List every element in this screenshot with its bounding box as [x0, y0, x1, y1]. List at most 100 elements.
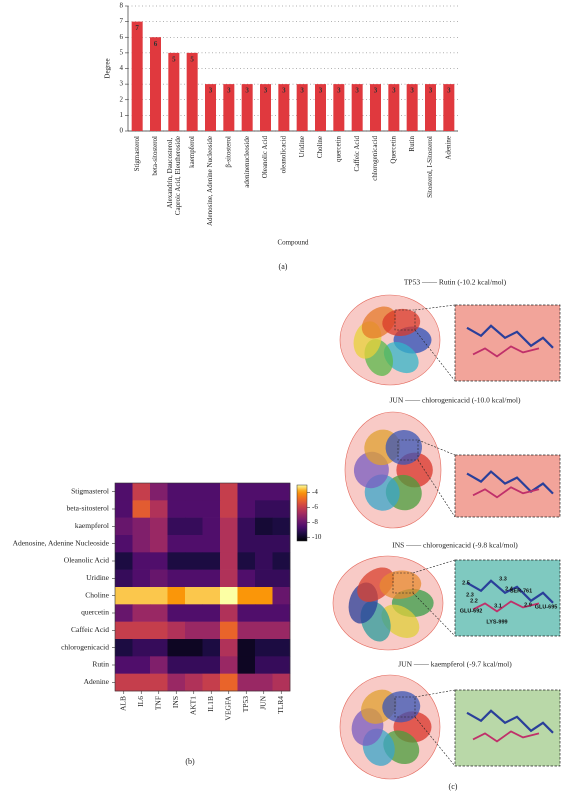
- residue-label: 2.3: [466, 592, 474, 598]
- heat-cell: [220, 621, 238, 640]
- value-label: 3: [429, 87, 433, 95]
- value-label: 3: [392, 87, 396, 95]
- heat-cell: [220, 656, 238, 674]
- bar: [223, 84, 235, 131]
- heat-cell: [167, 535, 186, 553]
- x-tick-label: adeninenucleoside: [243, 136, 251, 188]
- residue-label: 2.9: [524, 602, 532, 608]
- heat-cell: [115, 517, 133, 536]
- docking-title: JUN —— chlorogenicacid (-10.0 kcal/mol): [389, 396, 521, 405]
- residue-label: 2.5: [462, 580, 470, 586]
- heat-cell: [150, 656, 168, 674]
- heat-cell: [132, 621, 151, 640]
- heat-cell: [185, 552, 203, 570]
- bar: [131, 21, 143, 131]
- heat-cell: [255, 656, 273, 674]
- heat-cell: [272, 552, 291, 570]
- x-tick-label: IL1B: [206, 696, 215, 712]
- protein-domain: [381, 604, 420, 638]
- heat-cell: [272, 604, 291, 622]
- value-label: 5: [190, 55, 194, 63]
- heat-cell: [202, 639, 221, 657]
- heat-cell: [255, 621, 273, 640]
- heat-cell: [255, 535, 273, 553]
- heat-cell: [115, 552, 133, 570]
- heat-cell: [132, 552, 151, 570]
- heat-cell: [220, 639, 238, 657]
- heat-cell: [150, 500, 168, 518]
- heat-cell: [255, 604, 273, 622]
- y-tick-label: Uridine: [86, 573, 110, 582]
- zoom-box: [454, 559, 561, 637]
- x-tick-label: quercetin: [334, 136, 342, 163]
- bar: [333, 84, 345, 131]
- y-tick-label: 1: [120, 111, 124, 119]
- heat-cell: [220, 483, 238, 501]
- bar: [425, 84, 436, 131]
- y-tick-label: Stigmasterol: [71, 486, 109, 495]
- heat-cell: [185, 517, 203, 536]
- heat-cell: [167, 569, 186, 588]
- heat-cell: [237, 656, 256, 674]
- zoom-line: [417, 439, 456, 456]
- heat-cell: [220, 587, 238, 605]
- zoom-line: [417, 459, 456, 518]
- heat-cell: [185, 587, 203, 605]
- heat-cell: [185, 656, 203, 674]
- x-tick-label: Quercetin: [389, 136, 397, 164]
- focus-box: [394, 696, 416, 718]
- x-tick-label: β-sitosterol: [224, 136, 232, 168]
- x-axis-label: Compound: [277, 239, 309, 247]
- heat-cell: [150, 552, 168, 570]
- heat-cell: [202, 604, 221, 622]
- bar: [241, 84, 253, 131]
- heat-cell: [272, 621, 291, 640]
- heat-cell: [115, 639, 133, 657]
- heat-cell: [272, 569, 291, 588]
- x-tick-label: ALB: [118, 696, 127, 711]
- heat-cell: [150, 673, 168, 692]
- ligand: [472, 345, 540, 358]
- colorbar: [296, 484, 308, 542]
- protein-domain: [379, 570, 422, 599]
- heat-cell: [202, 535, 221, 553]
- residue-label: 3.3: [499, 576, 507, 582]
- y-tick-label: Choline: [85, 590, 109, 599]
- bar: [186, 52, 198, 131]
- heat-cell: [202, 656, 221, 674]
- heat-cell: [167, 673, 186, 692]
- heat-cell: [115, 587, 133, 605]
- zoom-box: [454, 304, 561, 382]
- value-label: 6: [154, 40, 158, 48]
- heat-cell: [202, 587, 221, 605]
- heat-cell: [255, 673, 273, 692]
- y-tick-label: 8: [120, 2, 124, 10]
- heat-cell: [255, 483, 273, 501]
- heat-cell: [255, 552, 273, 570]
- heat-cell: [202, 569, 221, 588]
- heat-cell: [132, 517, 151, 536]
- x-tick-label: Adenosine, Adenine Nucleoside: [206, 136, 214, 226]
- heat-cell: [132, 569, 151, 588]
- x-tick-label: TP53: [241, 696, 250, 713]
- focus-box: [394, 309, 416, 331]
- heat-cell: [150, 569, 168, 588]
- heat-cell: [115, 656, 133, 674]
- bar: [296, 84, 308, 131]
- x-tick-label: TLR4: [276, 696, 285, 714]
- heat-cell: [150, 639, 168, 657]
- heat-cell: [115, 535, 133, 553]
- heat-cell: [255, 639, 273, 657]
- heat-cell: [167, 500, 186, 518]
- heat-cell: [132, 673, 151, 692]
- x-tick-label: Oleanolic Acid: [261, 136, 269, 179]
- heat-cell: [115, 500, 133, 518]
- bar: [278, 84, 290, 131]
- value-label: 3: [245, 87, 249, 95]
- residue-label: GLU-692: [460, 608, 483, 614]
- heat-cell: [202, 552, 221, 570]
- heat-cell: [150, 604, 168, 622]
- heat-cell: [237, 517, 256, 536]
- bar: [205, 84, 216, 131]
- value-label: 3: [410, 87, 414, 95]
